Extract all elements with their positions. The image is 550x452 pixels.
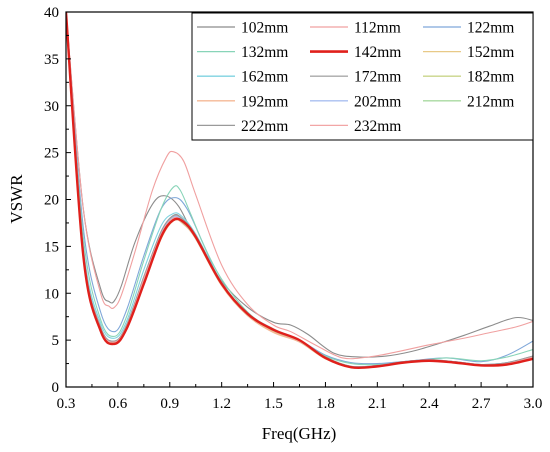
y-tick-label: 35 <box>44 52 59 68</box>
x-tick-label: 0.3 <box>57 396 76 412</box>
legend-box <box>191 12 534 141</box>
x-tick-label: 2.1 <box>368 396 387 412</box>
x-tick-label: 1.8 <box>316 396 335 412</box>
legend-label: 142mm <box>354 44 401 61</box>
y-tick-label: 20 <box>44 193 59 209</box>
legend-label: 212mm <box>467 93 514 110</box>
legend-label: 132mm <box>241 44 288 61</box>
legend-label: 202mm <box>354 93 401 110</box>
legend-label: 112mm <box>354 20 401 37</box>
y-tick-label: 0 <box>52 380 60 396</box>
series-line-102mm <box>66 12 533 358</box>
x-tick-label: 0.9 <box>160 396 179 412</box>
legend-label: 102mm <box>241 20 288 37</box>
ticks-layer: 0.3 0.6 0.9 1.2 1.5 1.8 2.1 2.4 2.7 3.0 0 5 10 15 20 25… <box>44 5 542 412</box>
x-tick-label: 1.2 <box>212 396 231 412</box>
legend-label: 232mm <box>354 118 401 135</box>
legend-label: 162mm <box>241 69 288 86</box>
y-tick-label: 5 <box>52 333 60 349</box>
x-tick-label: 3.0 <box>524 396 543 412</box>
x-axis-title: Freq(GHz) <box>262 424 337 443</box>
y-tick-label: 15 <box>44 239 59 255</box>
y-tick-label: 10 <box>44 286 59 302</box>
y-tick-label: 30 <box>44 99 59 115</box>
legend-label: 172mm <box>354 69 401 86</box>
series-line-112mm <box>66 12 533 360</box>
y-tick-label: 40 <box>44 5 59 21</box>
x-tick-label: 1.5 <box>264 396 283 412</box>
legend-label: 152mm <box>467 44 514 61</box>
legend: 102mm 112mm 122mm 132mm 142mm 152mm 162mm 172mm… <box>191 12 534 141</box>
y-tick-label: 25 <box>44 146 59 162</box>
legend-label: 192mm <box>241 93 288 110</box>
series-line-142mm <box>66 12 533 370</box>
legend-label: 182mm <box>467 69 514 86</box>
x-tick-label: 2.4 <box>420 396 439 412</box>
y-axis-title: VSWR <box>7 174 26 224</box>
legend-label: 222mm <box>241 118 288 135</box>
x-tick-label: 0.6 <box>109 396 128 412</box>
series-layer <box>66 12 533 370</box>
x-tick-label: 2.7 <box>472 396 491 412</box>
legend-label: 122mm <box>467 20 514 37</box>
